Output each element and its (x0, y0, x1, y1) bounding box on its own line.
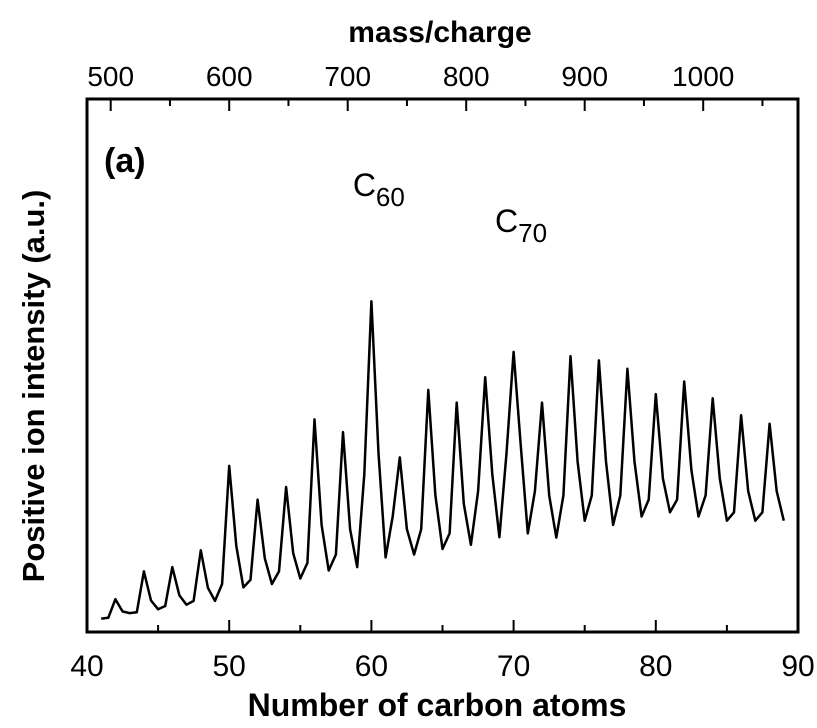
top-tick-label: 1000 (672, 61, 734, 92)
bottom-tick-label: 70 (497, 650, 530, 683)
top-tick-label: 700 (324, 61, 371, 92)
peak-annotation-c70: C70 (495, 203, 547, 248)
spectrum-series-line (101, 300, 786, 620)
plot-frame (85, 97, 800, 634)
bottom-tick-label: 50 (213, 650, 246, 683)
bottom-tick-label: 80 (639, 650, 672, 683)
top-tick-labels: 500 600 700 800 900 1000 (87, 61, 734, 92)
peak-annotation-c60: C60 (353, 167, 405, 212)
top-tick-label: 600 (206, 61, 253, 92)
peak-annotations: C60 C70 (353, 167, 547, 248)
axis-ticks (86, 99, 799, 632)
top-tick-label: 800 (443, 61, 490, 92)
top-axis-title: mass/charge (348, 16, 531, 49)
bottom-tick-labels: 40 50 60 70 80 90 (70, 650, 814, 683)
panel-label: (a) (104, 142, 146, 180)
top-tick-label: 500 (87, 61, 134, 92)
y-axis-title: Positive ion intensity (a.u.) (16, 190, 51, 583)
bottom-tick-label: 90 (781, 650, 814, 683)
bottom-tick-label: 40 (70, 650, 103, 683)
top-tick-label: 900 (561, 61, 608, 92)
bottom-tick-label: 60 (355, 650, 388, 683)
x-axis-title: Number of carbon atoms (248, 687, 627, 723)
